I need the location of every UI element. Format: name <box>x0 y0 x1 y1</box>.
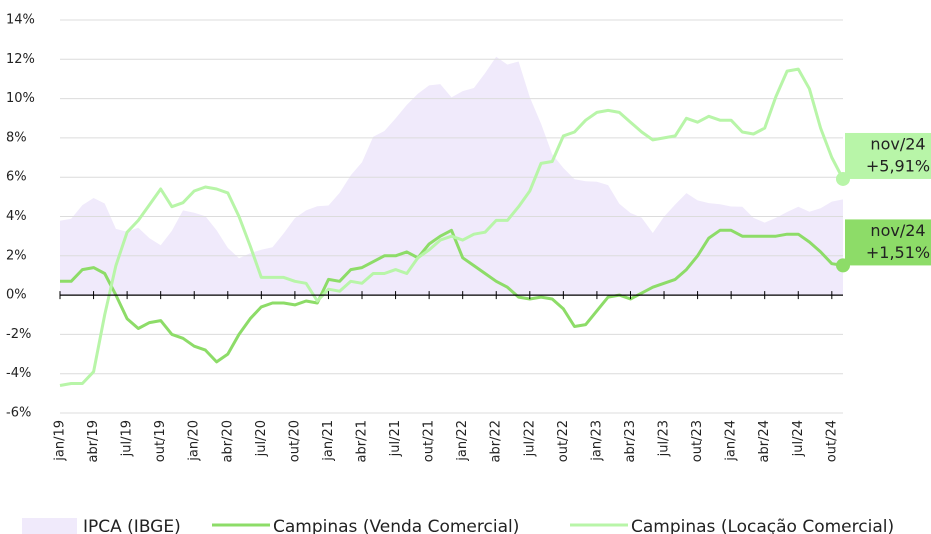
legend: IPCA (IBGE) Campinas (Venda Comercial) Cam… <box>22 517 894 534</box>
y-tick-label: 10% <box>6 91 35 106</box>
annotation-text: nov/24 <box>870 221 925 240</box>
x-tick-label: jul/20 <box>254 420 269 457</box>
area <box>60 56 843 296</box>
legend-label: IPCA (IBGE) <box>83 517 181 534</box>
grid <box>60 19 843 414</box>
x-tick-label: abr/19 <box>86 420 101 463</box>
x-tick-label: jan/23 <box>589 420 604 462</box>
y-tick-label: 8% <box>6 130 27 145</box>
x-tick-label: out/20 <box>287 420 302 462</box>
x-tick-label: jan/24 <box>724 420 739 462</box>
x-tick-label: out/22 <box>556 420 571 462</box>
x-tick-label: jul/22 <box>522 420 537 457</box>
legend-label: Campinas (Venda Comercial) <box>273 517 519 534</box>
y-tick-label: 2% <box>6 248 27 263</box>
x-tick-label: abr/21 <box>355 420 370 463</box>
y-tick-label: -4% <box>6 366 31 381</box>
y-tick-label: -2% <box>6 327 31 342</box>
legend-label: Campinas (Locação Comercial) <box>631 517 894 534</box>
annotation-text: nov/24 <box>870 134 925 153</box>
y-tick-label: -6% <box>6 406 31 421</box>
x-tick-label: abr/24 <box>757 420 772 463</box>
line <box>59 67 845 387</box>
x-tick-label: jan/19 <box>53 420 68 462</box>
x-tick-label: jan/20 <box>187 420 202 462</box>
x-tick-label: jan/22 <box>455 420 470 462</box>
legend-swatch <box>22 518 77 534</box>
y-tick-label: 4% <box>6 209 27 224</box>
annotation: nov/24 +1,51% <box>836 219 931 273</box>
x-tick-label: jan/21 <box>321 420 336 462</box>
x-tick-label: abr/20 <box>220 420 235 463</box>
annotation-box <box>845 132 931 179</box>
x-tick-label: out/24 <box>824 420 839 462</box>
x-tick-label: abr/22 <box>489 420 504 463</box>
line <box>60 228 844 364</box>
x-tick-label: out/21 <box>422 420 437 462</box>
x-tick-label: out/19 <box>153 420 168 462</box>
areas <box>60 56 843 296</box>
lines <box>59 67 845 387</box>
x-tick-label: abr/23 <box>623 420 638 463</box>
x-tick-label: jul/19 <box>120 420 135 457</box>
annotation-text: +1,51% <box>866 243 930 262</box>
annotation-text: +5,91% <box>866 156 930 175</box>
annotation: nov/24 +5,91% <box>836 132 931 186</box>
y-tick-label: 0% <box>6 288 27 303</box>
x-tick-label: out/23 <box>690 420 705 462</box>
y-tick-label: 12% <box>6 52 35 67</box>
annotation-box <box>845 219 931 266</box>
y-tick-label: 14% <box>6 13 35 28</box>
x-tick-label: jul/24 <box>791 420 806 457</box>
y-tick-label: 6% <box>6 170 27 185</box>
x-tick-label: jul/23 <box>657 420 672 457</box>
x-tick-label: jul/21 <box>388 420 403 457</box>
